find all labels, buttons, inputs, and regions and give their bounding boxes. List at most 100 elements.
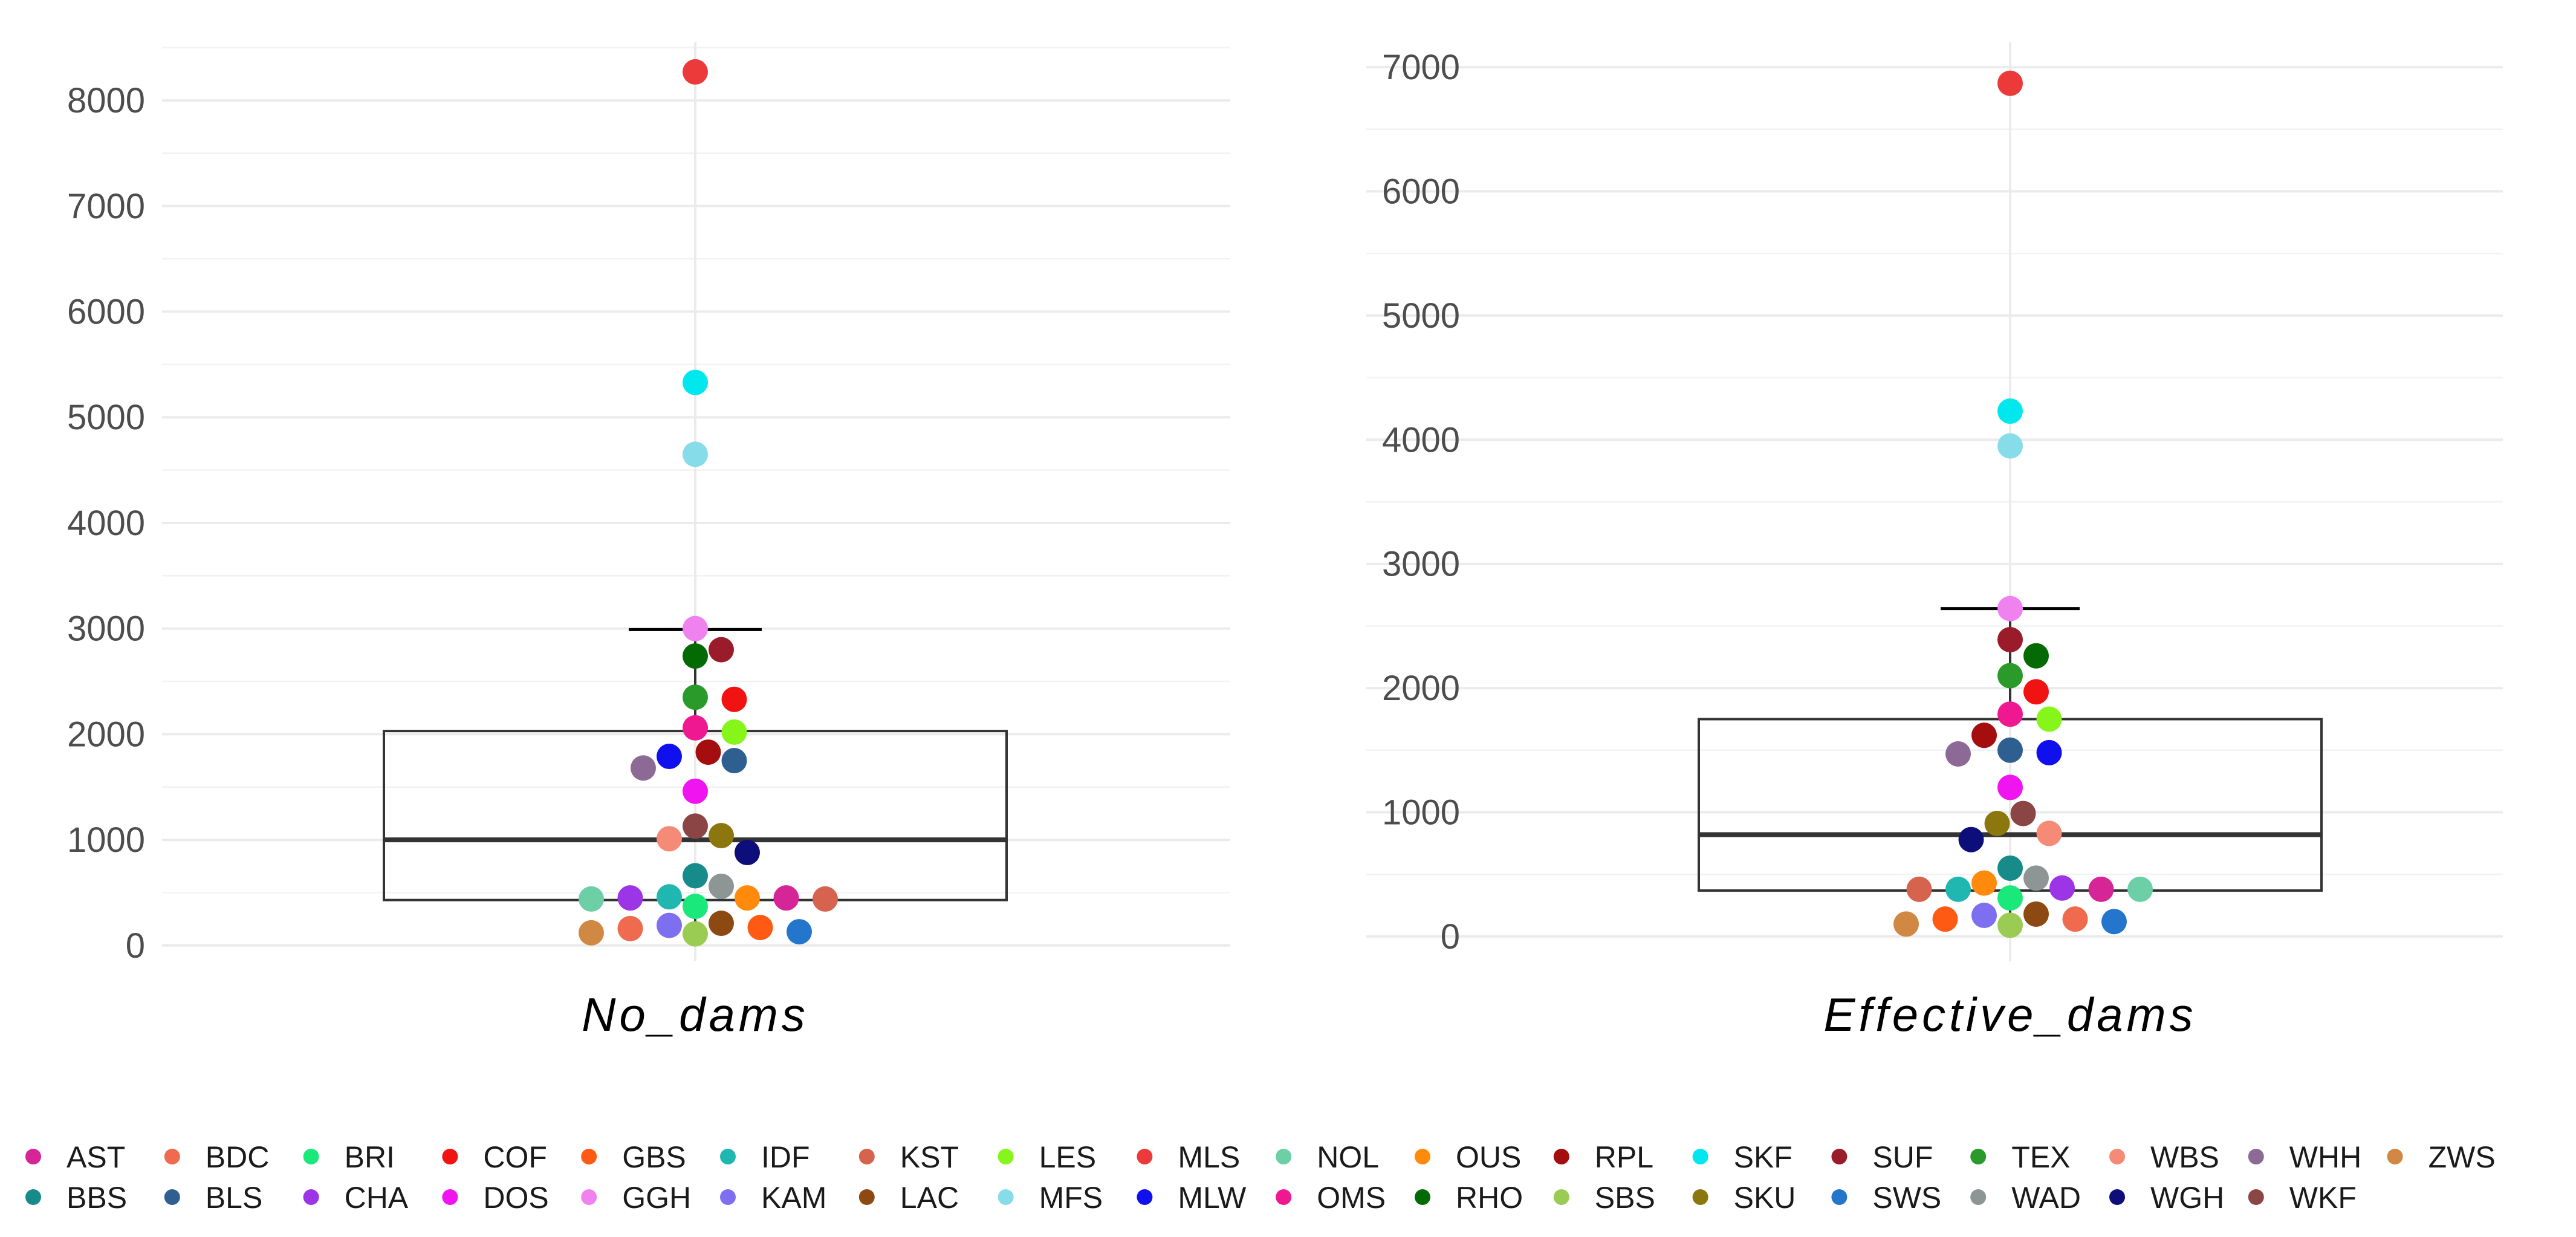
legend-label-tex: TEX — [2011, 1140, 2070, 1174]
y-tick-label: 2000 — [1382, 669, 1460, 708]
legend-label-wbs: WBS — [2150, 1140, 2219, 1174]
legend-swatch-zws — [2387, 1149, 2403, 1164]
legend-swatch-wad — [1970, 1189, 1987, 1205]
data-point-tex — [683, 684, 708, 710]
data-point-wgh — [1958, 826, 1984, 852]
data-point-bls — [721, 748, 747, 774]
legend-swatch-skf — [1692, 1149, 1708, 1164]
data-point-kst — [1906, 876, 1932, 902]
legend-label-ous: OUS — [1456, 1140, 1521, 1174]
data-point-rpl — [1971, 722, 1997, 748]
legend-label-bbs: BBS — [67, 1181, 127, 1215]
legend-label-bls: BLS — [206, 1181, 263, 1215]
legend-swatch-sbs — [1553, 1189, 1569, 1205]
legend-label-rpl: RPL — [1595, 1140, 1653, 1174]
y-tick-label: 4000 — [67, 504, 145, 543]
legend-label-wad: WAD — [2011, 1181, 2081, 1215]
data-point-sku — [709, 823, 734, 849]
legend-swatch-sku — [1692, 1189, 1708, 1205]
data-point-suf — [709, 637, 734, 663]
legend-swatch-kam — [720, 1189, 736, 1205]
legend-label-kam: KAM — [761, 1181, 826, 1215]
legend-swatch-mfs — [998, 1189, 1014, 1205]
legend-label-whh: WHH — [2289, 1140, 2361, 1174]
y-tick-label: 0 — [1441, 917, 1460, 956]
data-point-skf — [683, 369, 708, 395]
data-point-rho — [683, 643, 708, 669]
legend-swatch-ous — [1415, 1149, 1430, 1164]
legend-label-idf: IDF — [761, 1140, 810, 1174]
y-tick-label: 6000 — [67, 293, 145, 332]
data-point-dos — [683, 778, 708, 804]
y-tick-label: 1000 — [1382, 793, 1460, 833]
data-point-les — [721, 719, 747, 745]
legend-label-oms: OMS — [1317, 1181, 1386, 1215]
data-point-idf — [657, 884, 682, 910]
legend-label-cha: CHA — [345, 1181, 409, 1215]
legend-label-dos: DOS — [483, 1181, 548, 1215]
data-point-bls — [1997, 737, 2023, 763]
legend-label-mls: MLS — [1178, 1140, 1240, 1174]
legend-swatch-sws — [1831, 1189, 1848, 1205]
legend-label-mlw: MLW — [1178, 1181, 1247, 1215]
y-tick-label: 0 — [126, 926, 145, 966]
legend-swatch-cha — [303, 1189, 319, 1205]
data-point-ast — [773, 885, 799, 911]
legend-label-ggh: GGH — [622, 1181, 691, 1215]
data-point-ous — [1971, 870, 1997, 896]
y-tick-label: 3000 — [67, 609, 145, 649]
data-point-kam — [1971, 903, 1997, 928]
legend-swatch-ggh — [581, 1189, 597, 1205]
legend-swatch-tex — [1970, 1149, 1987, 1164]
legend-swatch-suf — [1831, 1149, 1848, 1164]
data-point-ggh — [683, 615, 708, 641]
data-point-wbs — [2036, 820, 2062, 846]
data-point-idf — [1945, 876, 1971, 902]
panel-x-label: No_dams — [582, 988, 809, 1041]
data-point-nol — [2127, 876, 2153, 902]
data-point-dos — [1997, 774, 2023, 800]
legend-label-cof: COF — [483, 1140, 547, 1174]
legend-swatch-mlw — [1137, 1189, 1153, 1205]
data-point-nol — [579, 886, 604, 912]
y-tick-label: 6000 — [1382, 172, 1460, 211]
panel-x-label: Effective_dams — [1823, 988, 2196, 1041]
data-point-zws — [1893, 911, 1919, 937]
y-tick-label: 5000 — [1382, 296, 1460, 336]
legend-label-sws: SWS — [1872, 1181, 1941, 1215]
y-tick-label: 4000 — [1382, 420, 1460, 459]
legend-swatch-ast — [25, 1149, 41, 1164]
data-point-sku — [1984, 811, 2010, 836]
legend-swatch-wkf — [2248, 1189, 2264, 1205]
data-point-oms — [683, 715, 708, 741]
panel-effective-dams: 0 1000 2000 3000 4000 5000 6000 7000 Effective_d… — [1366, 42, 2503, 1041]
data-point-wad — [2023, 865, 2049, 891]
data-point-bdc — [2062, 906, 2088, 932]
legend-label-sbs: SBS — [1595, 1181, 1655, 1215]
legend-swatch-kst — [858, 1149, 875, 1164]
data-point-mfs — [683, 441, 708, 467]
data-point-ggh — [1997, 596, 2023, 622]
y-tick-label: 7000 — [1382, 48, 1460, 87]
data-point-mlw — [657, 744, 682, 770]
data-point-mfs — [1997, 433, 2023, 459]
legend-label-skf: SKF — [1734, 1140, 1792, 1174]
legend-swatch-wbs — [2109, 1149, 2125, 1164]
data-point-bri — [683, 894, 708, 920]
y-tick-label: 3000 — [1382, 545, 1460, 584]
legend-label-wgh: WGH — [2150, 1181, 2224, 1215]
legend-swatch-cof — [442, 1149, 458, 1164]
y-tick-label: 2000 — [67, 715, 145, 754]
data-point-mlw — [2036, 739, 2062, 765]
legend: AST BDC BRI COF GBS IDF KST LES MLS NOL OUS RPL SKF S… — [25, 1140, 2496, 1215]
data-point-skf — [1997, 398, 2023, 424]
legend-swatch-idf — [720, 1149, 736, 1164]
legend-swatch-nol — [1276, 1149, 1292, 1164]
data-point-whh — [1945, 741, 1971, 767]
legend-label-kst: KST — [900, 1140, 959, 1174]
data-point-mls — [683, 59, 708, 85]
data-point-rpl — [695, 739, 721, 765]
legend-label-ast: AST — [67, 1140, 125, 1174]
data-point-bbs — [683, 863, 708, 889]
